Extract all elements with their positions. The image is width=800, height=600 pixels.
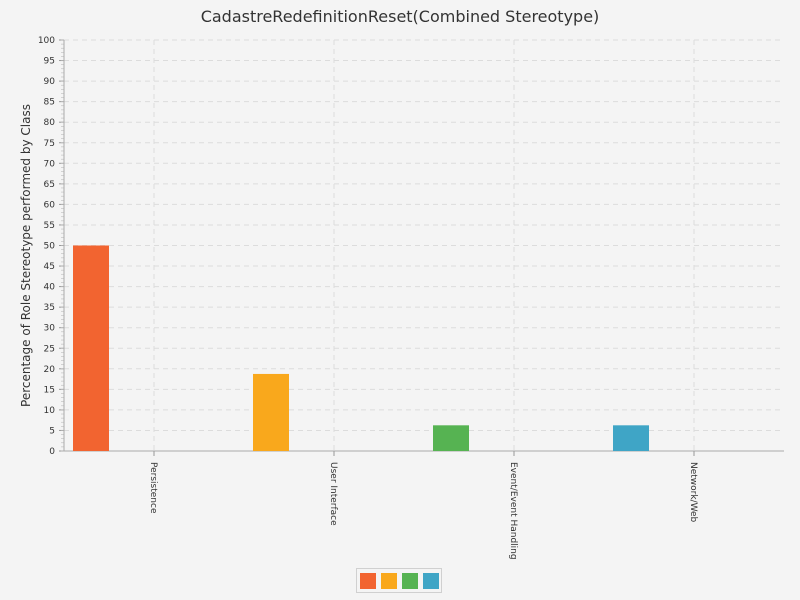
y-tick-label: 0 [49,447,55,457]
y-tick-label: 35 [44,303,55,313]
labels: 0 5 10 15 20 25 30 35 40 45 50 55 60 65 70 75 80 85 90 95 10… [19,36,698,560]
legend-swatch [422,572,439,589]
y-tick-label: 60 [44,200,56,210]
y-tick-label: 100 [38,36,55,46]
legend-swatch [359,572,376,589]
x-tick-label: Network/Web [688,462,698,523]
y-tick-label: 25 [44,344,55,354]
y-tick-label: 45 [44,262,55,272]
bar[interactable] [253,373,289,451]
y-tick-label: 70 [44,159,56,169]
bar[interactable] [433,425,469,451]
y-tick-label: 65 [44,180,55,190]
legend [356,568,442,593]
y-tick-label: 10 [44,406,56,416]
x-tick-label: Event/Event Handling [508,462,518,560]
y-tick-label: 55 [44,221,55,231]
axes [59,39,784,456]
y-tick-label: 75 [44,139,55,149]
bar[interactable] [73,245,109,452]
y-tick-label: 95 [44,57,55,67]
y-axis-label: Percentage of Role Stereotype performed … [19,104,33,407]
chart-title: CadastreRedefinitionReset(Combined Stere… [200,7,600,26]
x-tick-label: Persistence [148,462,158,514]
y-tick-label: 5 [49,426,55,436]
x-tick-label: User Interface [328,462,338,526]
y-tick-label: 20 [44,365,56,375]
legend-swatch [380,572,397,589]
bar[interactable] [613,425,649,451]
grid-lines [64,39,784,452]
y-tick-label: 50 [44,242,56,252]
y-tick-label: 80 [44,118,56,128]
y-tick-label: 85 [44,98,55,108]
y-tick-label: 30 [44,324,56,334]
y-tick-label: 15 [44,385,55,395]
y-tick-label: 40 [44,283,56,293]
legend-swatch [401,572,418,589]
bars [73,245,649,452]
y-tick-label: 90 [44,77,56,87]
